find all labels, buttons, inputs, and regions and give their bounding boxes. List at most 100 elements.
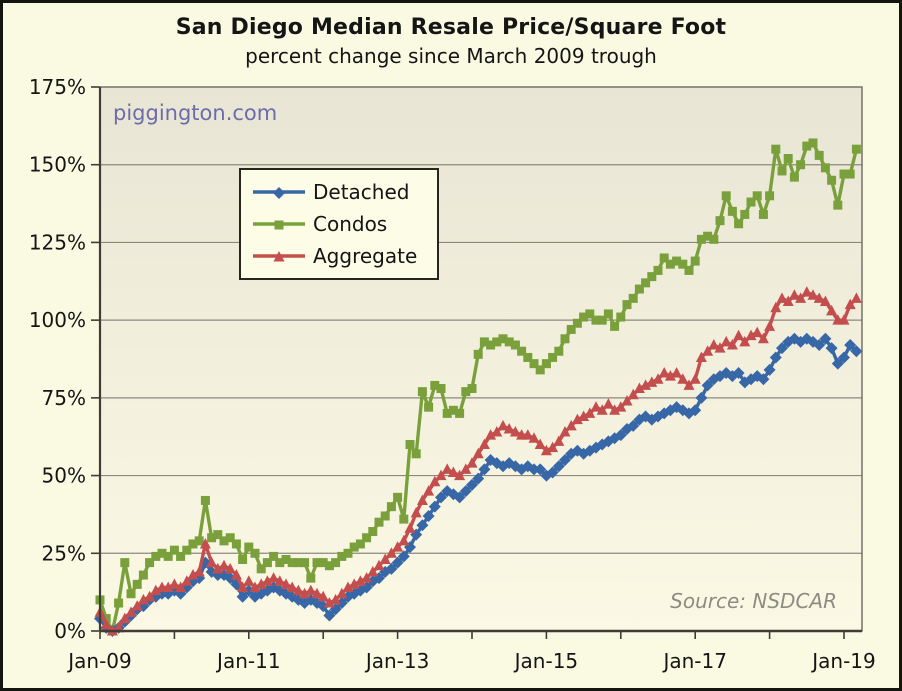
marker-triangle — [770, 301, 782, 313]
marker-triangle — [708, 339, 720, 350]
legend-item-condos: Condos — [253, 212, 417, 236]
marker-square — [789, 172, 799, 182]
marker-diamond — [819, 332, 832, 345]
marker-square — [647, 272, 657, 282]
marker-square — [126, 589, 136, 599]
x-axis-label: Jan-15 — [513, 649, 579, 673]
marker-square — [659, 253, 669, 263]
marker-triangle — [100, 618, 112, 630]
y-axis-label: 150% — [29, 153, 86, 177]
marker-triangle — [311, 587, 323, 599]
marker-square — [163, 551, 173, 561]
marker-triangle — [509, 426, 521, 437]
marker-square — [380, 511, 390, 521]
marker-triangle — [460, 463, 472, 474]
marker-triangle — [584, 407, 596, 418]
legend-item-aggregate: Aggregate — [253, 244, 417, 268]
marker-triangle — [534, 438, 546, 449]
marker-square — [151, 551, 161, 561]
marker-diamond — [242, 584, 255, 597]
marker-triangle — [522, 429, 534, 440]
marker-diamond — [335, 597, 348, 610]
marker-triangle — [292, 584, 304, 596]
marker-square — [318, 558, 328, 568]
marker-diamond — [701, 379, 714, 392]
series-condos — [95, 138, 861, 636]
marker-diamond — [397, 550, 410, 563]
marker-square — [740, 209, 750, 219]
y-axis-label: 25% — [42, 541, 86, 565]
marker-square — [331, 558, 341, 568]
marker-triangle — [683, 379, 695, 390]
x-axis-label: Jan-09 — [66, 649, 132, 673]
marker-triangle — [602, 398, 614, 409]
square-marker-icon — [253, 220, 305, 230]
marker-square — [368, 527, 378, 537]
marker-square — [293, 558, 303, 568]
marker-triangle — [137, 593, 149, 605]
marker-triangle — [305, 584, 317, 596]
marker-square — [207, 533, 217, 543]
marker-diamond — [813, 339, 826, 352]
marker-square — [256, 564, 266, 574]
marker-triangle — [751, 326, 763, 338]
marker-triangle — [776, 292, 788, 303]
marker-square — [777, 166, 787, 176]
marker-triangle — [330, 593, 342, 605]
marker-triangle — [113, 621, 125, 633]
marker-triangle — [404, 522, 416, 533]
marker-diamond — [472, 472, 485, 485]
marker-diamond — [435, 491, 447, 504]
marker-triangle — [757, 332, 769, 344]
marker-triangle — [342, 581, 354, 592]
marker-square — [665, 259, 675, 269]
marker-square — [715, 216, 725, 226]
x-axis-label: Jan-13 — [364, 649, 430, 673]
marker-triangle — [181, 575, 193, 586]
marker-triangle — [398, 534, 410, 546]
marker-square — [169, 545, 179, 555]
marker-square — [188, 539, 198, 549]
marker-square — [554, 346, 564, 356]
marker-triangle — [218, 559, 230, 571]
marker-square — [306, 573, 316, 583]
marker-square — [833, 200, 843, 210]
marker-square — [448, 405, 458, 415]
marker-triangle — [664, 370, 676, 381]
marker-triangle — [162, 581, 174, 592]
marker-diamond — [453, 491, 466, 504]
marker-diamond — [236, 590, 249, 603]
marker-triangle — [795, 292, 807, 303]
marker-triangle — [819, 295, 831, 306]
marker-square — [616, 312, 626, 322]
marker-triangle — [379, 553, 391, 565]
marker-triangle — [224, 562, 236, 574]
x-axis-label: Jan-11 — [215, 649, 281, 673]
marker-square — [486, 340, 496, 350]
marker-square — [374, 517, 384, 527]
marker-triangle — [348, 578, 360, 589]
watermark-text: piggington.com — [113, 101, 278, 125]
marker-square — [814, 150, 824, 160]
marker-square — [839, 169, 849, 179]
marker-square — [386, 502, 396, 512]
marker-triangle — [565, 419, 577, 431]
marker-triangle — [788, 289, 800, 300]
marker-square — [436, 384, 446, 394]
marker-square — [572, 318, 582, 328]
marker-diamond — [317, 600, 330, 613]
marker-triangle — [237, 581, 249, 592]
marker-diamond — [769, 351, 782, 364]
marker-square — [200, 495, 210, 505]
marker-diamond — [614, 429, 627, 442]
marker-square — [709, 234, 719, 244]
marker-square — [424, 402, 434, 412]
marker-diamond — [627, 419, 640, 432]
marker-square — [467, 384, 477, 394]
marker-square — [585, 309, 595, 319]
marker-diamond — [466, 478, 478, 491]
marker-triangle — [547, 441, 559, 453]
marker-square — [101, 614, 111, 624]
marker-square — [238, 555, 248, 565]
